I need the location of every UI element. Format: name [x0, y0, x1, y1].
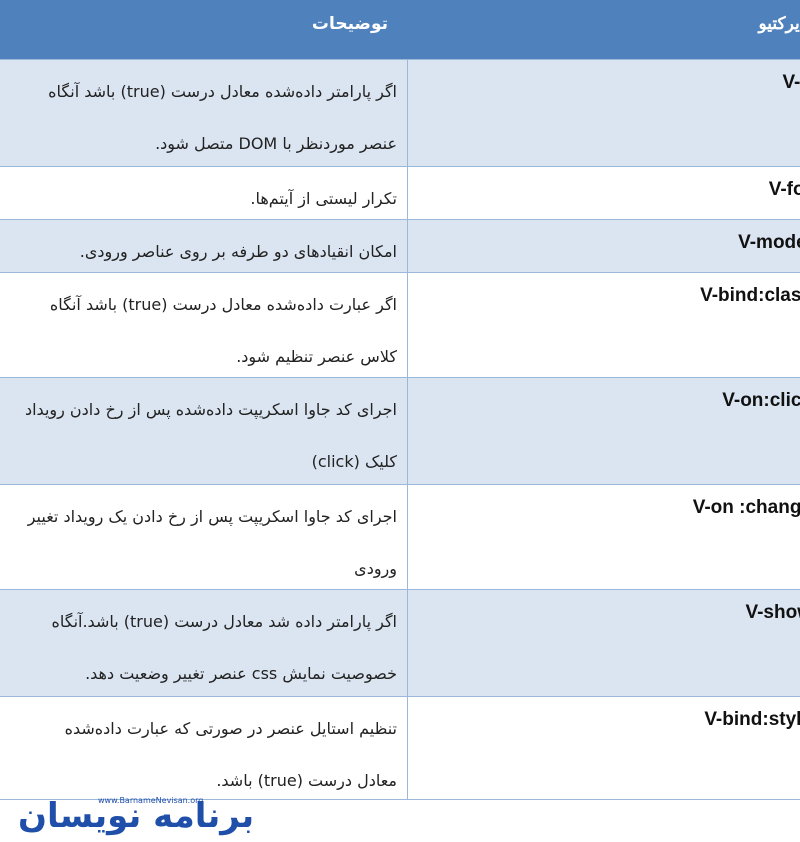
header-text: توضیحات: [311, 14, 388, 34]
table-row: امکان انقیادهای دو طرفه بر روی عناصر ورو…: [0, 220, 800, 273]
directive-cell: V-show: [745, 602, 800, 623]
description-cell: امکان انقیادهای دو طرفه بر روی عناصر ورو…: [0, 220, 408, 272]
table-row: اگر پارامتر داده شد معادل درست (true) با…: [0, 590, 800, 697]
directive-cell: V-bind:style: [704, 709, 800, 730]
description-cell: اگر عبارت داده‌شده معادل درست (true) باش…: [0, 273, 408, 377]
directive-cell: V-model: [738, 232, 800, 253]
table: توضیحات دایرکتیو اگر پارامتر داده‌شده معاد…: [0, 0, 800, 800]
table-row: اجرای کد جاوا اسکریپت داده‌شده پس از رخ …: [0, 378, 800, 485]
description-cell: تکرار لیستی از آیتم‌ها.: [0, 167, 408, 219]
description-cell: اجرای کد جاوا اسکریپت پس از رخ دادن یک ر…: [0, 485, 408, 589]
header-row: توضیحات دایرکتیو: [0, 0, 800, 60]
description-cell: اگر پارامتر داده‌شده معادل درست (true) ب…: [0, 60, 408, 166]
directive-cell: V-for: [768, 179, 800, 200]
table-row: اگر عبارت داده‌شده معادل درست (true) باش…: [0, 273, 800, 378]
description-cell: اجرای کد جاوا اسکریپت داده‌شده پس از رخ …: [0, 378, 408, 484]
header-cell: دایرکتیو: [758, 14, 800, 33]
table-row: تنظیم استایل عنصر در صورتی که عبارت داده…: [0, 697, 800, 800]
description-cell: اگر پارامتر داده شد معادل درست (true) با…: [0, 590, 408, 696]
table-row: اگر پارامتر داده‌شده معادل درست (true) ب…: [0, 60, 800, 167]
header-cell: توضیحات: [0, 0, 408, 59]
table-row: تکرار لیستی از آیتم‌ها. V-for: [0, 167, 800, 220]
directive-cell: V-if: [782, 72, 800, 93]
logo-url: www.BarnameNevisan.org: [98, 796, 204, 805]
logo-title: برنامه نویسان: [18, 796, 255, 836]
table-row: اجرای کد جاوا اسکریپت پس از رخ دادن یک ر…: [0, 485, 800, 590]
directive-cell: V-on :change: [692, 497, 800, 518]
directive-cell: V-on:click: [722, 390, 800, 411]
description-cell: تنظیم استایل عنصر در صورتی که عبارت داده…: [0, 697, 408, 799]
directive-cell: V-bind:class: [700, 285, 800, 306]
logo: برنامه نویسان www.BarnameNevisan.org: [18, 796, 398, 842]
